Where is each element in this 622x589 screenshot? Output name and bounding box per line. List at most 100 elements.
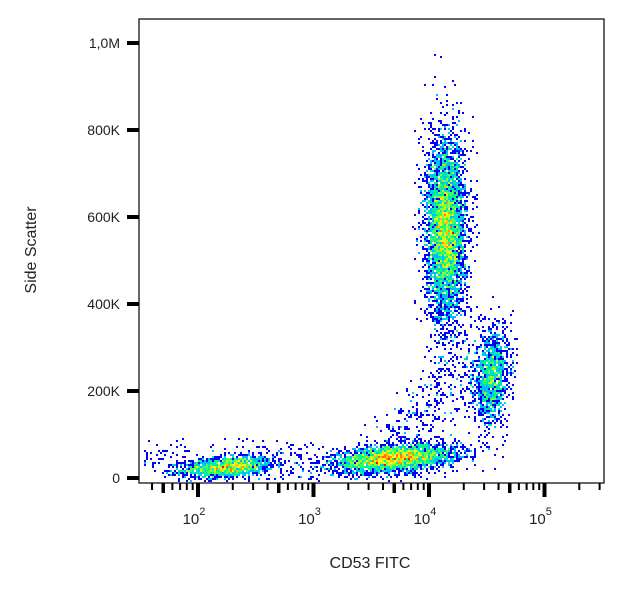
density-point xyxy=(426,208,428,210)
density-point xyxy=(316,478,318,480)
density-point xyxy=(460,236,462,238)
density-point xyxy=(454,242,456,244)
density-point xyxy=(360,458,362,460)
density-point xyxy=(458,332,460,334)
density-point xyxy=(490,368,492,370)
density-point xyxy=(430,444,432,446)
density-point xyxy=(450,212,452,214)
density-point xyxy=(282,452,284,454)
density-point xyxy=(418,142,420,144)
density-point xyxy=(494,406,496,408)
density-point xyxy=(342,460,344,462)
density-point xyxy=(442,254,444,256)
density-point xyxy=(168,470,170,472)
density-point xyxy=(338,458,340,460)
density-point xyxy=(460,308,462,310)
density-point xyxy=(458,244,460,246)
density-point xyxy=(336,460,338,462)
density-point xyxy=(446,458,448,460)
density-point xyxy=(262,464,264,466)
density-point xyxy=(454,268,456,270)
density-point xyxy=(252,464,254,466)
density-point xyxy=(266,460,268,462)
density-point xyxy=(464,340,466,342)
density-point xyxy=(446,316,448,318)
density-point xyxy=(436,320,438,322)
density-point xyxy=(436,252,438,254)
density-point xyxy=(482,412,484,414)
density-point xyxy=(500,346,502,348)
density-point xyxy=(422,258,424,260)
density-point xyxy=(174,472,176,474)
density-point xyxy=(228,472,230,474)
density-point xyxy=(494,404,496,406)
density-point xyxy=(478,398,480,400)
density-point xyxy=(446,248,448,250)
density-point xyxy=(444,252,446,254)
density-point xyxy=(430,388,432,390)
density-point xyxy=(398,460,400,462)
density-point xyxy=(434,128,436,130)
density-point xyxy=(506,434,508,436)
density-point xyxy=(270,466,272,468)
density-point xyxy=(456,142,458,144)
density-point xyxy=(214,476,216,478)
density-point xyxy=(452,286,454,288)
density-point xyxy=(448,296,450,298)
density-point xyxy=(450,224,452,226)
density-point xyxy=(426,452,428,454)
density-point xyxy=(424,294,426,296)
density-point xyxy=(378,448,380,450)
density-point xyxy=(352,472,354,474)
density-point xyxy=(430,306,432,308)
density-point xyxy=(262,440,264,442)
density-point xyxy=(254,464,256,466)
density-point xyxy=(484,330,486,332)
density-point xyxy=(422,260,424,262)
density-point xyxy=(398,428,400,430)
density-point xyxy=(464,364,466,366)
density-point xyxy=(456,250,458,252)
density-point xyxy=(388,472,390,474)
density-point xyxy=(464,256,466,258)
density-point xyxy=(468,352,470,354)
density-point xyxy=(440,182,442,184)
density-point xyxy=(384,444,386,446)
density-point xyxy=(430,292,432,294)
density-point xyxy=(454,304,456,306)
density-point xyxy=(440,232,442,234)
density-point xyxy=(440,266,442,268)
density-point xyxy=(442,150,444,152)
density-point xyxy=(464,200,466,202)
density-point xyxy=(446,338,448,340)
density-point xyxy=(406,426,408,428)
density-point xyxy=(452,204,454,206)
density-point xyxy=(482,406,484,408)
density-point xyxy=(428,240,430,242)
density-point xyxy=(454,250,456,252)
density-point xyxy=(238,474,240,476)
density-point xyxy=(398,466,400,468)
density-point xyxy=(386,462,388,464)
density-point xyxy=(506,340,508,342)
density-point xyxy=(462,388,464,390)
density-point xyxy=(354,458,356,460)
density-point xyxy=(456,146,458,148)
density-point xyxy=(456,256,458,258)
density-point xyxy=(422,216,424,218)
density-point xyxy=(406,450,408,452)
density-point xyxy=(360,462,362,464)
density-point xyxy=(450,240,452,242)
density-point xyxy=(448,290,450,292)
density-point xyxy=(324,464,326,466)
density-point xyxy=(252,440,254,442)
density-point xyxy=(350,458,352,460)
density-point xyxy=(488,354,490,356)
density-point xyxy=(498,398,500,400)
density-point xyxy=(430,254,432,256)
density-point xyxy=(446,206,448,208)
density-point xyxy=(432,170,434,172)
density-point xyxy=(494,374,496,376)
density-point xyxy=(490,390,492,392)
density-point xyxy=(504,392,506,394)
